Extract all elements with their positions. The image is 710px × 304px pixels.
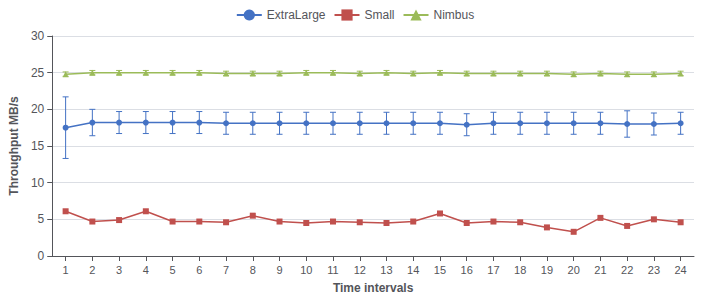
svg-text:16: 16 [461,264,473,276]
svg-text:8: 8 [250,264,256,276]
svg-text:12: 12 [354,264,366,276]
svg-text:15: 15 [434,264,446,276]
svg-text:10: 10 [300,264,312,276]
svg-text:14: 14 [407,264,419,276]
svg-text:7: 7 [223,264,229,276]
svg-text:25: 25 [31,66,45,80]
svg-text:ExtraLarge: ExtraLarge [267,8,326,22]
svg-text:20: 20 [31,102,45,116]
svg-text:Nimbus: Nimbus [434,8,475,22]
svg-text:10: 10 [31,176,45,190]
svg-text:5: 5 [38,212,45,226]
svg-text:30: 30 [31,29,45,43]
svg-text:Throughput MB/s: Throughput MB/s [7,96,21,196]
svg-text:21: 21 [594,264,606,276]
svg-text:3: 3 [116,264,122,276]
svg-text:11: 11 [327,264,338,276]
svg-text:1: 1 [63,264,69,276]
svg-text:23: 23 [648,264,660,276]
svg-text:15: 15 [31,139,45,153]
svg-text:24: 24 [675,264,687,276]
svg-text:17: 17 [487,264,499,276]
svg-text:19: 19 [541,264,553,276]
svg-text:20: 20 [568,264,580,276]
svg-text:18: 18 [514,264,526,276]
svg-text:22: 22 [621,264,633,276]
svg-text:2: 2 [89,264,95,276]
svg-text:4: 4 [143,264,149,276]
svg-text:0: 0 [38,249,45,263]
svg-text:Small: Small [365,8,395,22]
svg-text:13: 13 [380,264,392,276]
svg-text:6: 6 [196,264,202,276]
svg-text:5: 5 [170,264,176,276]
svg-text:9: 9 [276,264,282,276]
svg-text:Time intervals: Time intervals [333,281,414,295]
